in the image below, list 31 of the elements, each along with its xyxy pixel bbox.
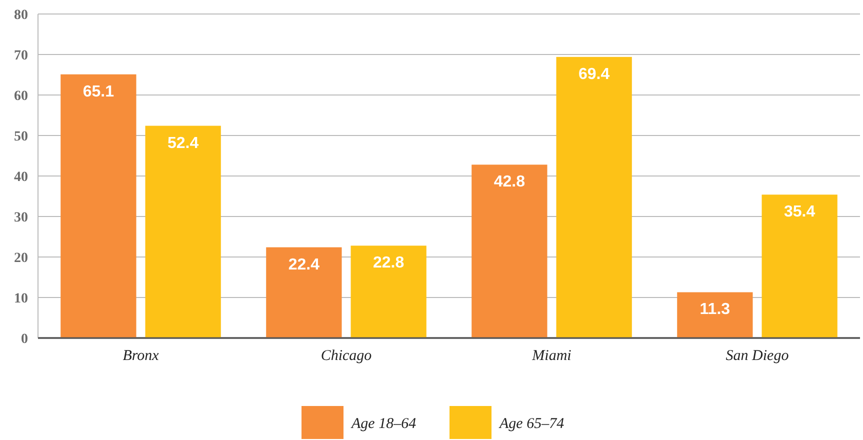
bar [762,194,838,338]
y-tick-label: 40 [14,170,28,185]
legend-label: Age 65–74 [498,416,565,432]
data-label: 22.4 [288,256,320,274]
bar [350,246,426,338]
data-label: 11.3 [700,301,730,318]
bar [145,126,221,338]
y-tick-label: 30 [14,210,28,226]
data-label: 22.8 [373,254,404,272]
bar [556,56,632,338]
x-tick-label: Chicago [320,348,372,364]
data-label: 65.1 [82,83,114,100]
data-label: 69.4 [578,66,610,83]
y-tick-label: 0 [21,332,28,347]
y-tick-label: 20 [14,251,28,266]
bar [266,247,342,338]
bar [60,74,136,338]
y-tick-label: 10 [14,292,28,306]
x-tick-label: Miami [531,348,572,364]
y-tick-label: 60 [14,89,28,104]
legend-label: Age 18–64 [350,416,417,432]
data-label: 42.8 [494,174,526,191]
y-tick-label: 50 [14,130,28,144]
data-label: 52.4 [168,134,199,152]
bar [472,164,548,338]
x-tick-label: San Diego [726,348,790,364]
y-tick-label: 70 [14,48,28,64]
y-tick-label: 80 [14,8,28,23]
x-tick-label: Bronx [122,348,160,364]
data-label: 35.4 [784,204,816,221]
bar [677,292,753,338]
